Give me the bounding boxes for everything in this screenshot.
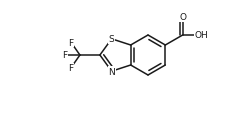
Text: F: F [68, 64, 74, 73]
Text: O: O [179, 13, 186, 22]
Text: F: F [62, 51, 67, 60]
Text: OH: OH [195, 31, 208, 40]
Text: N: N [108, 67, 115, 76]
Text: F: F [68, 38, 74, 47]
Text: S: S [109, 35, 114, 44]
